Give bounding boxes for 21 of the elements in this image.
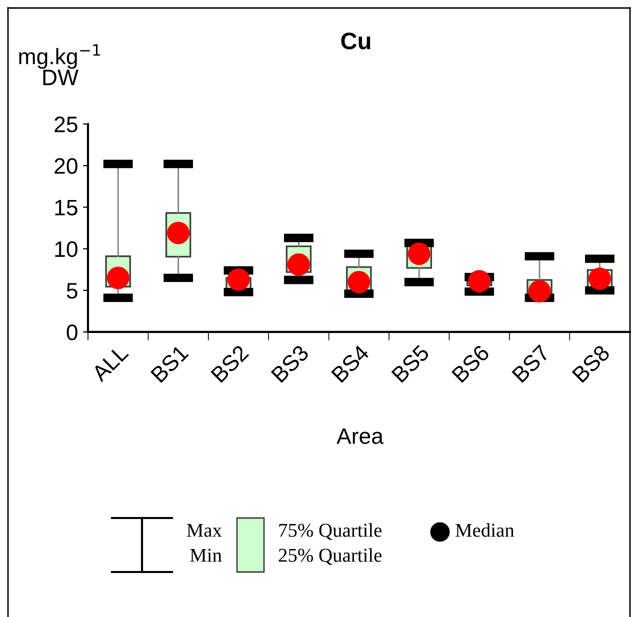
text: 25% Quartile	[278, 548, 382, 565]
y-tick-label: 20	[54, 158, 78, 174]
x-tick-label: BS8	[572, 344, 611, 384]
y-tick-label: 10	[55, 241, 78, 258]
x-tick-label: BS2	[210, 344, 250, 384]
y-tick-label: 5	[66, 283, 78, 299]
x-tick-label: BS4	[330, 344, 370, 384]
text: Min	[190, 548, 222, 562]
x-tick-label: BS1	[150, 344, 190, 384]
y-tick-label: 15	[55, 200, 78, 216]
y-tick-label: 25	[54, 116, 78, 132]
x-tick-label: BS3	[270, 344, 310, 384]
text: Median	[456, 523, 514, 537]
text: 75% Quartile	[279, 523, 382, 540]
x-tick-label: ALL	[90, 344, 129, 382]
chart-title: Cu	[341, 32, 370, 50]
text: Max	[186, 524, 222, 537]
y-tick-label: 0	[66, 324, 78, 340]
x-axis-title: Area	[336, 428, 384, 444]
x-tick-label: BS6	[451, 344, 490, 384]
y-axis-title: mg.kg$^{−1}$ DW	[19, 44, 100, 86]
